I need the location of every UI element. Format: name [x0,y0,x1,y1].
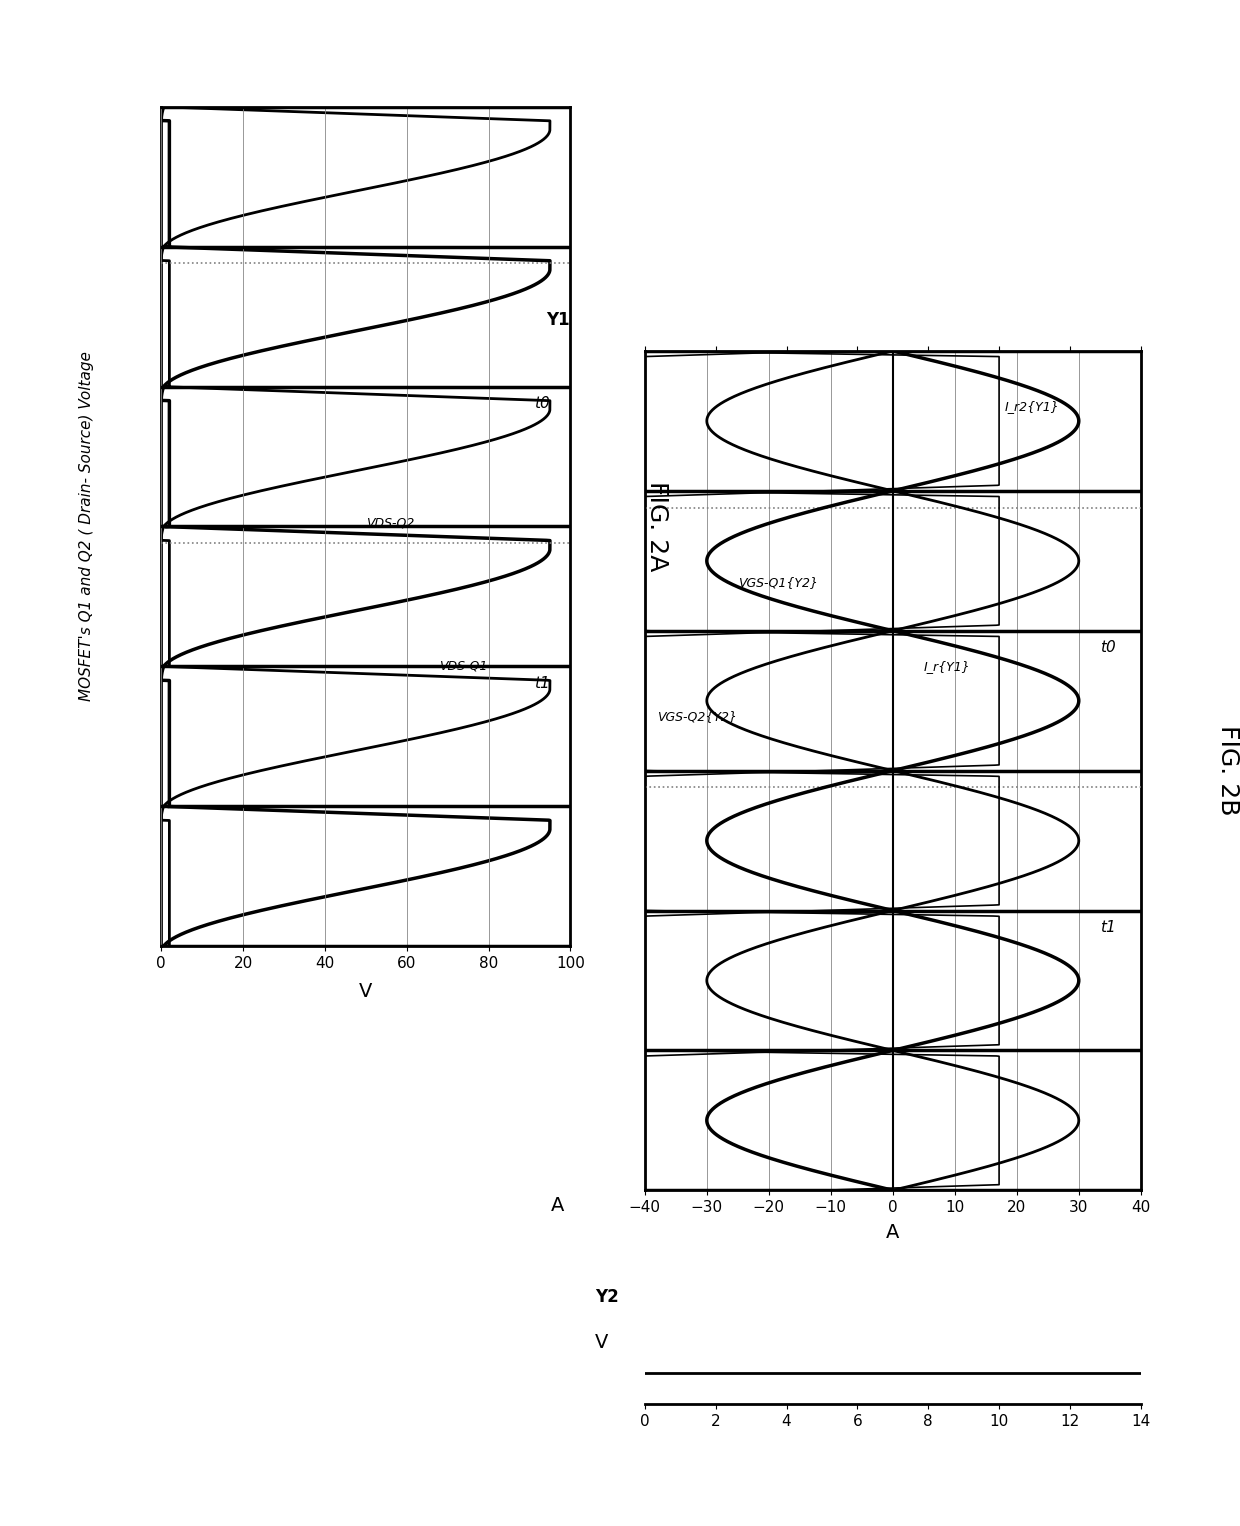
Text: VDS-Q2: VDS-Q2 [366,516,414,530]
X-axis label: A: A [887,1224,899,1242]
Text: FIG. 2A: FIG. 2A [645,481,670,572]
Text: MOSFET's Q1 and Q2 ( Drain- Source) Voltage: MOSFET's Q1 and Q2 ( Drain- Source) Volt… [79,351,94,702]
Text: t1: t1 [1100,920,1116,935]
Text: I_r2{Y1}: I_r2{Y1} [1004,400,1059,412]
Text: I_r{Y1}: I_r{Y1} [924,659,971,673]
Text: VGS-Q2{Y2}: VGS-Q2{Y2} [657,710,738,723]
Text: Y2: Y2 [595,1288,619,1306]
Text: t1: t1 [534,676,549,691]
Text: V: V [595,1334,609,1352]
Text: t0: t0 [534,395,549,410]
Text: VGS-Q1{Y2}: VGS-Q1{Y2} [738,575,818,589]
Text: VDS-Q1: VDS-Q1 [439,659,487,671]
Text: Y1: Y1 [546,311,570,330]
Text: t0: t0 [1100,639,1116,655]
Text: A: A [552,1196,564,1215]
X-axis label: V: V [360,981,372,1001]
Text: FIG. 2B: FIG. 2B [1215,725,1240,816]
